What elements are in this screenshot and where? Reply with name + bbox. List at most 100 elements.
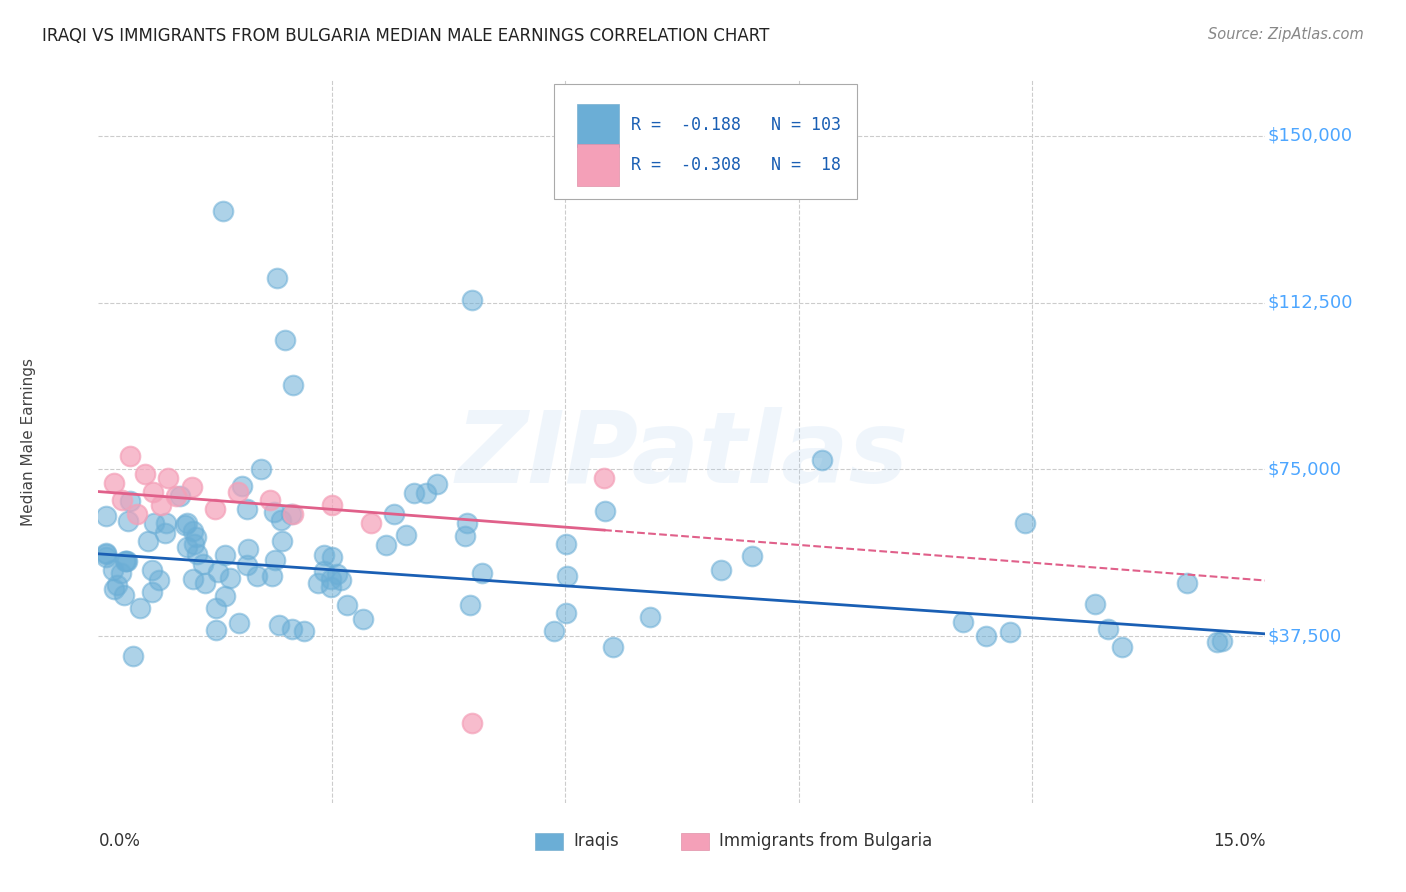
Point: [176, 516, 198, 530]
Point: [250, 462, 273, 476]
Point: [134, 467, 156, 481]
Point: [176, 540, 198, 554]
Text: 0.0%: 0.0%: [98, 831, 141, 850]
Point: [270, 533, 292, 548]
Point: [274, 334, 297, 348]
Point: [593, 471, 616, 485]
Point: [142, 484, 165, 499]
Point: [404, 486, 426, 500]
Point: [471, 566, 494, 581]
Point: [267, 617, 290, 632]
Point: [194, 576, 217, 591]
Point: [183, 536, 205, 550]
Text: $75,000: $75,000: [1268, 460, 1341, 478]
Point: [263, 505, 285, 519]
Point: [292, 624, 315, 638]
Point: [1111, 640, 1133, 655]
Point: [149, 498, 172, 512]
Point: [118, 449, 141, 463]
Point: [602, 640, 624, 655]
Point: [231, 479, 253, 493]
Point: [228, 616, 250, 631]
Point: [105, 578, 128, 592]
Text: $150,000: $150,000: [1268, 127, 1353, 145]
Point: [319, 572, 342, 586]
Point: [165, 489, 187, 503]
Text: Source: ZipAtlas.com: Source: ZipAtlas.com: [1208, 27, 1364, 42]
Point: [205, 600, 228, 615]
Point: [103, 475, 125, 490]
Point: [214, 589, 236, 603]
Point: [153, 526, 176, 541]
FancyBboxPatch shape: [534, 833, 562, 850]
Point: [101, 563, 124, 577]
Point: [142, 516, 165, 530]
Point: [96, 547, 118, 561]
Point: [214, 548, 236, 562]
Point: [352, 612, 374, 626]
Point: [246, 569, 269, 583]
Point: [329, 573, 352, 587]
Point: [811, 453, 834, 467]
Point: [96, 508, 118, 523]
Point: [173, 518, 195, 533]
Point: [312, 548, 335, 562]
Point: [181, 524, 204, 538]
Point: [458, 598, 481, 612]
Text: ZIPatlas: ZIPatlas: [456, 408, 908, 505]
Point: [181, 572, 204, 586]
Text: Iraqis: Iraqis: [574, 831, 619, 850]
FancyBboxPatch shape: [554, 84, 858, 200]
Point: [952, 615, 974, 629]
Point: [180, 480, 202, 494]
Point: [307, 576, 329, 591]
Point: [96, 546, 118, 560]
Point: [115, 553, 138, 567]
Point: [207, 565, 229, 579]
Point: [1097, 622, 1119, 636]
FancyBboxPatch shape: [681, 833, 709, 850]
Point: [415, 486, 437, 500]
Point: [120, 494, 142, 508]
Point: [543, 624, 565, 638]
Point: [191, 557, 214, 571]
Point: [205, 623, 228, 637]
Point: [710, 563, 733, 577]
Point: [260, 569, 283, 583]
Point: [148, 574, 170, 588]
Point: [321, 580, 343, 594]
Point: [461, 293, 484, 308]
Point: [184, 530, 207, 544]
Point: [141, 585, 163, 599]
Point: [264, 553, 287, 567]
Point: [1205, 635, 1227, 649]
Point: [212, 204, 235, 219]
Point: [281, 622, 304, 636]
Point: [336, 599, 359, 613]
Point: [157, 471, 180, 485]
Point: [1211, 634, 1233, 648]
Text: $112,500: $112,500: [1268, 293, 1353, 311]
Point: [169, 489, 191, 503]
Point: [461, 715, 484, 730]
Point: [236, 558, 259, 573]
Point: [638, 610, 661, 624]
Point: [112, 588, 135, 602]
Point: [312, 564, 335, 578]
Point: [326, 567, 349, 582]
Point: [321, 550, 343, 565]
Point: [259, 493, 281, 508]
Point: [115, 554, 138, 568]
Point: [127, 507, 149, 521]
Point: [426, 476, 449, 491]
Point: [456, 516, 478, 531]
Text: Immigrants from Bulgaria: Immigrants from Bulgaria: [720, 831, 932, 850]
Point: [281, 377, 304, 392]
Point: [122, 649, 145, 664]
Point: [235, 502, 257, 516]
Point: [280, 507, 302, 521]
Point: [110, 566, 132, 581]
Point: [228, 484, 250, 499]
Point: [321, 498, 343, 512]
FancyBboxPatch shape: [576, 104, 619, 147]
